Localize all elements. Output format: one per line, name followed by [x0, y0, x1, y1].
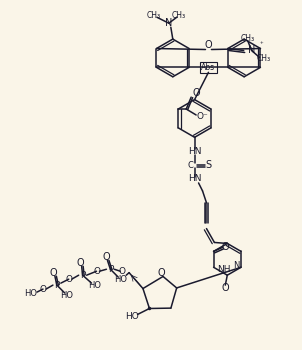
Text: P: P [54, 281, 59, 289]
Text: O: O [49, 268, 57, 278]
Text: O: O [192, 88, 200, 98]
Text: O: O [221, 283, 229, 293]
Text: O: O [119, 267, 126, 276]
Text: O: O [40, 285, 47, 294]
Text: HN: HN [188, 174, 201, 183]
Text: CH₃: CH₃ [172, 11, 186, 20]
Text: CH₃: CH₃ [241, 34, 255, 43]
Text: O: O [157, 268, 165, 279]
Text: O: O [205, 40, 212, 50]
Text: P: P [80, 271, 85, 280]
Text: O: O [103, 252, 110, 262]
Text: O: O [77, 258, 85, 268]
Text: O⁻: O⁻ [196, 112, 208, 121]
Text: Abs: Abs [201, 63, 216, 72]
Text: CH₃: CH₃ [147, 11, 161, 20]
Text: N: N [233, 261, 239, 270]
Text: O: O [93, 267, 100, 276]
Text: HO: HO [125, 312, 139, 321]
Text: ⁺: ⁺ [260, 42, 263, 48]
Text: N: N [248, 46, 255, 56]
Text: P: P [108, 265, 113, 274]
Text: CH₃: CH₃ [256, 54, 271, 63]
Text: N: N [165, 18, 172, 28]
Text: HO: HO [88, 281, 101, 289]
Text: S: S [205, 160, 211, 170]
FancyBboxPatch shape [200, 62, 217, 73]
Text: HO: HO [114, 275, 127, 284]
Text: HO: HO [60, 290, 73, 300]
Text: O: O [65, 275, 72, 284]
Text: O: O [222, 243, 229, 252]
Text: C: C [188, 161, 194, 170]
Text: HO: HO [24, 288, 38, 298]
Text: NH: NH [217, 265, 230, 274]
Text: HN: HN [188, 147, 201, 156]
